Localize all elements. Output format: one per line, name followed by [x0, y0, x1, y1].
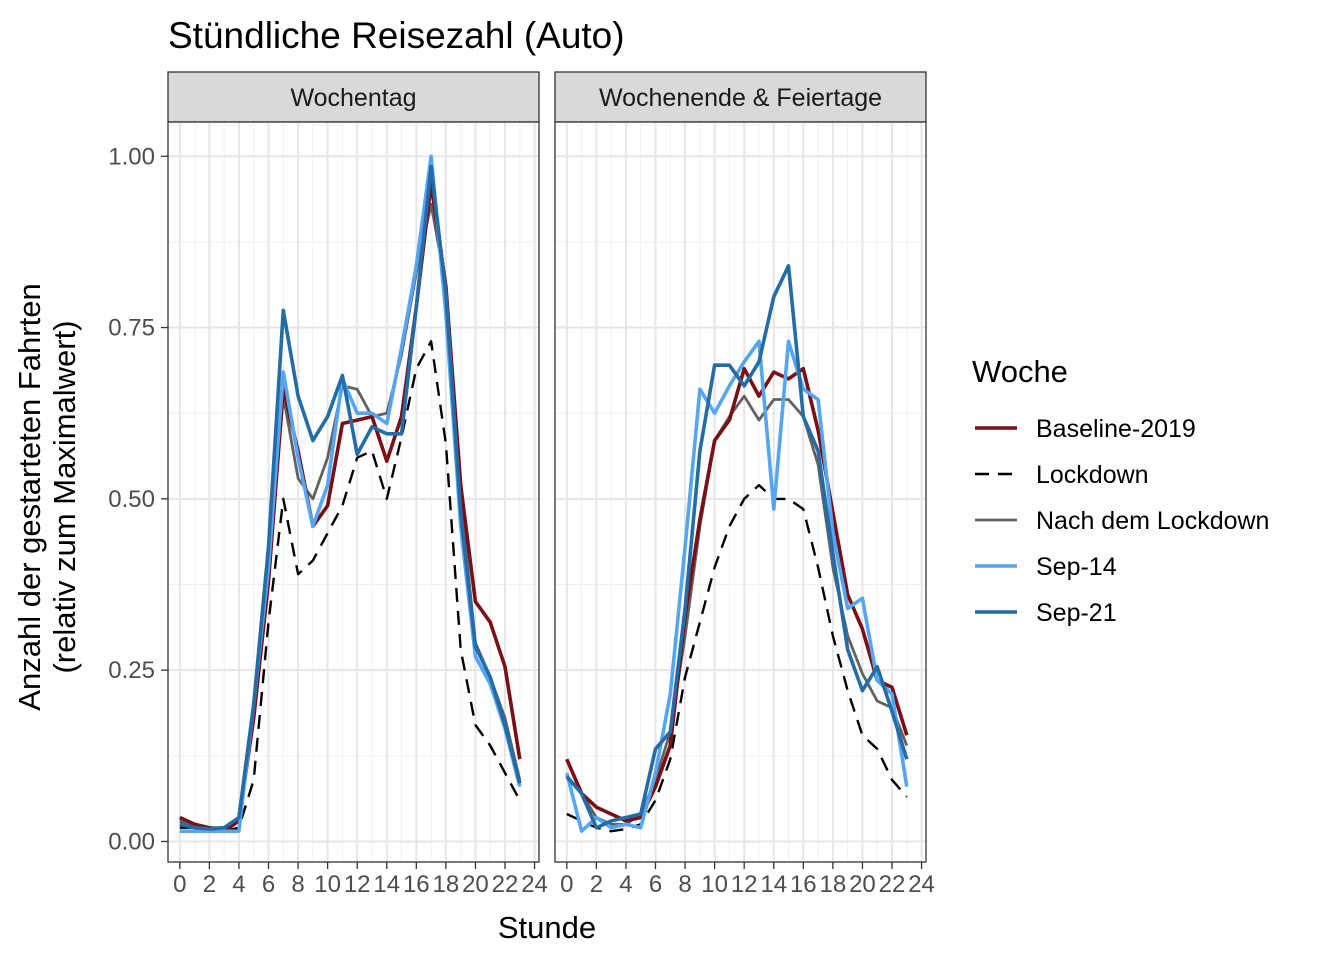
legend-label: Sep-21: [1036, 599, 1117, 627]
facet-strip: [554, 71, 927, 123]
x-tick-label: 20: [462, 871, 489, 898]
legend-label: Lockdown: [1036, 461, 1149, 489]
series-line-sep-21: [565, 264, 909, 830]
x-tick-label: 8: [678, 871, 691, 898]
y-axis-title: Anzahl der gestarteten Fahrten (relativ …: [12, 283, 82, 710]
x-tick-label: 14: [760, 871, 787, 898]
panel-border: [167, 121, 540, 863]
facet-strip-label: Wochenende & Feiertage: [599, 84, 882, 112]
series-line-sep-21: [179, 164, 522, 831]
y-tick-label: 0.75: [108, 315, 155, 342]
x-tick-label: 24: [521, 871, 548, 898]
x-tick-label: 2: [590, 871, 603, 898]
panel-background: [168, 122, 539, 862]
x-tick-label: 24: [908, 871, 935, 898]
x-tick-label: 0: [173, 871, 186, 898]
legend-item: Baseline-2019: [975, 415, 1196, 443]
x-tick-label: 10: [314, 871, 341, 898]
x-tick-label: 0: [560, 871, 573, 898]
x-tick-label: 4: [619, 871, 632, 898]
y-axis-title-line1: Anzahl der gestarteten Fahrten: [12, 283, 47, 710]
x-tick-label: 12: [731, 871, 758, 898]
x-tick-label: 16: [790, 871, 817, 898]
legend-label: Nach dem Lockdown: [1036, 507, 1269, 535]
y-tick-label: 1.00: [108, 143, 155, 170]
panel-border: [554, 121, 927, 863]
x-tick-label: 18: [820, 871, 847, 898]
x-tick-label: 18: [433, 871, 460, 898]
y-axis-title-line2: (relativ zum Maximalwert): [47, 320, 82, 673]
x-tick-label: 6: [649, 871, 662, 898]
legend: Woche Baseline-2019 Lockdown Nach dem Lock…: [972, 354, 1269, 627]
y-tick-label: 0.25: [108, 657, 155, 684]
series-line-lockdown: [179, 340, 521, 833]
x-tick-label: 2: [203, 871, 216, 898]
panel-background: [555, 122, 926, 862]
x-axis-title: Stunde: [498, 910, 596, 945]
x-tick-label: 6: [262, 871, 275, 898]
legend-item: Nach dem Lockdown: [975, 507, 1269, 535]
chart-title: Stündliche Reisezahl (Auto): [168, 15, 625, 56]
legend-label: Baseline-2019: [1036, 415, 1196, 443]
legend-item: Lockdown: [975, 461, 1149, 489]
x-tick-label: 16: [403, 871, 430, 898]
x-tick-label: 12: [344, 871, 371, 898]
legend-label: Sep-14: [1036, 553, 1117, 581]
legend-title: Woche: [972, 354, 1068, 389]
facet-strip-label: Wochentag: [290, 84, 416, 112]
x-tick-label: 20: [849, 871, 876, 898]
legend-item: Sep-21: [975, 599, 1117, 627]
x-tick-label: 22: [879, 871, 906, 898]
y-tick-label: 0.00: [108, 828, 155, 855]
x-tick-label: 8: [291, 871, 304, 898]
legend-item: Sep-14: [975, 553, 1117, 581]
y-tick-label: 0.50: [108, 486, 155, 513]
facet-strip: [167, 71, 540, 123]
x-tick-label: 10: [701, 871, 728, 898]
x-tick-label: 14: [373, 871, 400, 898]
x-tick-label: 4: [232, 871, 245, 898]
x-tick-label: 22: [492, 871, 519, 898]
